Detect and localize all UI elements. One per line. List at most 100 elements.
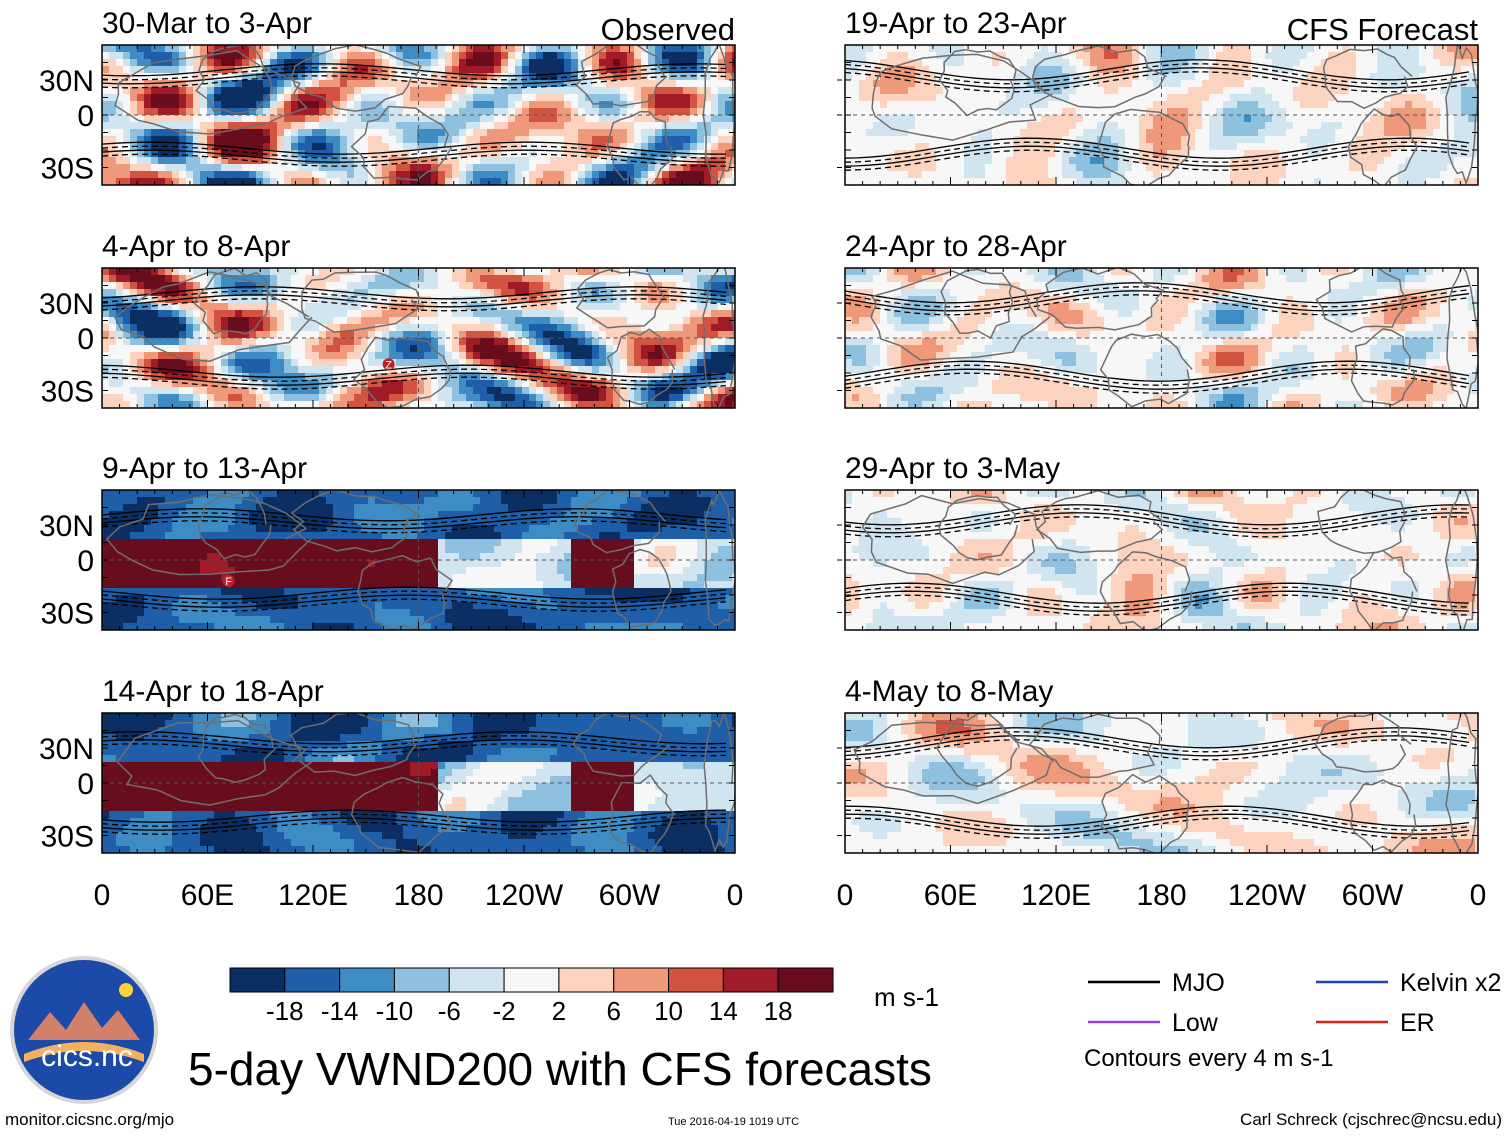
colorbar-swatch: [558, 967, 615, 993]
y-tick-label: 0: [77, 323, 94, 356]
colorbar-tick-label: 10: [654, 996, 683, 1026]
panel-label: 4-May to 8-May: [845, 675, 1053, 708]
panel-label: 29-Apr to 3-May: [845, 452, 1060, 485]
colorbar-swatch: [668, 967, 724, 993]
y-tick-label: 30S: [41, 153, 94, 186]
colorbar-swatch: [229, 967, 286, 993]
colorbar-swatch: [339, 967, 395, 993]
x-tick-label: 120E: [278, 879, 348, 912]
x-tick-label: 0: [1470, 879, 1487, 912]
colorbar-tick-label: 2: [552, 996, 566, 1026]
x-tick-label: 120W: [1228, 879, 1307, 912]
contours: [102, 508, 727, 612]
x-tick-label: 120E: [1021, 879, 1091, 912]
storm-marker: [222, 575, 235, 587]
panel-6: 24-Apr to 28-Apr: [837, 230, 1479, 409]
colorbar-tick-label: -18: [266, 996, 304, 1026]
legend-label: MJO: [1172, 969, 1225, 997]
colorbar-swatch: [393, 967, 450, 993]
coastlines: [870, 268, 1478, 408]
coastlines: [113, 268, 735, 408]
panel-field: [102, 268, 735, 408]
y-tick-label: 30N: [39, 510, 94, 543]
panel-field: [102, 45, 735, 185]
x-tick-label: 120W: [485, 879, 564, 912]
colorbar-tick-label: 6: [606, 996, 620, 1026]
colorbar-swatch: [448, 967, 505, 993]
legend-label: Kelvin x2: [1400, 969, 1501, 997]
x-tick-label: 60W: [599, 879, 661, 912]
colorbar-tick-label: -2: [493, 996, 516, 1026]
y-tick-label: 30N: [39, 733, 94, 766]
footer-url: monitor.cicsnc.org/mjo: [5, 1110, 175, 1129]
contour-note: Contours every 4 m s-1: [1084, 1045, 1334, 1072]
panel-field: [845, 713, 1478, 853]
panel-field: [102, 490, 735, 630]
x-tick-label: 60E: [924, 879, 977, 912]
y-tick-label: 0: [77, 100, 94, 133]
panel-field: [845, 268, 1478, 408]
y-tick-label: 30S: [41, 598, 94, 631]
y-tick-label: 30N: [39, 65, 94, 98]
coastlines: [105, 490, 735, 630]
legend-label: ER: [1400, 1009, 1435, 1037]
contours: [845, 282, 1470, 394]
panel-field: [845, 45, 1478, 185]
column-header: CFS Forecast: [1287, 12, 1479, 47]
contours: [845, 727, 1470, 839]
footer-timestamp: Tue 2016-04-19 1019 UTC: [668, 1116, 800, 1128]
cicsnc-logo: [10, 956, 158, 1104]
colorbar-units: m s-1: [874, 982, 939, 1012]
x-tick-label: 0: [837, 879, 854, 912]
panel-label: 19-Apr to 23-Apr: [845, 7, 1067, 40]
panel-field: [102, 713, 735, 853]
colorbar-tick-label: 18: [764, 996, 793, 1026]
colorbar-tick-label: -10: [376, 996, 414, 1026]
colorbar-swatch: [722, 967, 779, 993]
storm-marker-label: Z: [385, 359, 392, 371]
colorbar-swatch: [284, 967, 341, 993]
storm-marker-label: F: [225, 576, 232, 588]
panel-label: 9-Apr to 13-Apr: [102, 452, 307, 485]
footer-author: Carl Schreck (cjschrec@ncsu.edu): [1240, 1110, 1502, 1129]
panel-field: [845, 490, 1478, 630]
colorbar-tick-label: 14: [709, 996, 738, 1026]
panel-5: 19-Apr to 23-Apr CFS Forecast: [837, 7, 1479, 186]
contours: [102, 63, 727, 167]
y-tick-label: 0: [77, 768, 94, 801]
column-header: Observed: [601, 12, 735, 47]
x-tick-label: 0: [94, 879, 111, 912]
coastlines: [853, 713, 1478, 853]
colorbar-tick-label: -14: [321, 996, 359, 1026]
panel-label: 30-Mar to 3-Apr: [102, 7, 312, 40]
colorbar-swatch: [613, 967, 670, 993]
y-tick-label: 30N: [39, 288, 94, 321]
panel-label: 14-Apr to 18-Apr: [102, 675, 324, 708]
contours: [845, 59, 1470, 171]
legend-label: Low: [1172, 1009, 1219, 1037]
coastlines: [861, 490, 1478, 630]
storm-marker: [382, 358, 395, 371]
colorbar: -18 -14 -10 -6 -2 2 6 10 14 18: [229, 967, 834, 1026]
logo-label: cics.nc: [41, 1040, 133, 1073]
x-tick-label: 180: [1136, 879, 1186, 912]
contour-legend: MJO Kelvin x2 Low ER: [1088, 969, 1501, 1037]
x-tick-label: 60W: [1342, 879, 1404, 912]
x-tick-label: 180: [393, 879, 443, 912]
panel-8: 4-May to 8-May 0 60E 120E 180 120W 60W 0: [837, 675, 1487, 912]
y-tick-label: 30S: [41, 821, 94, 854]
x-tick-label: 60E: [181, 879, 234, 912]
contours: [845, 504, 1470, 616]
panel-label: 4-Apr to 8-Apr: [102, 230, 290, 263]
colorbar-swatch: [777, 967, 834, 993]
panel-label: 24-Apr to 28-Apr: [845, 230, 1067, 263]
y-tick-label: 30S: [41, 376, 94, 409]
y-tick-label: 0: [77, 545, 94, 578]
x-tick-label: 0: [727, 879, 744, 912]
